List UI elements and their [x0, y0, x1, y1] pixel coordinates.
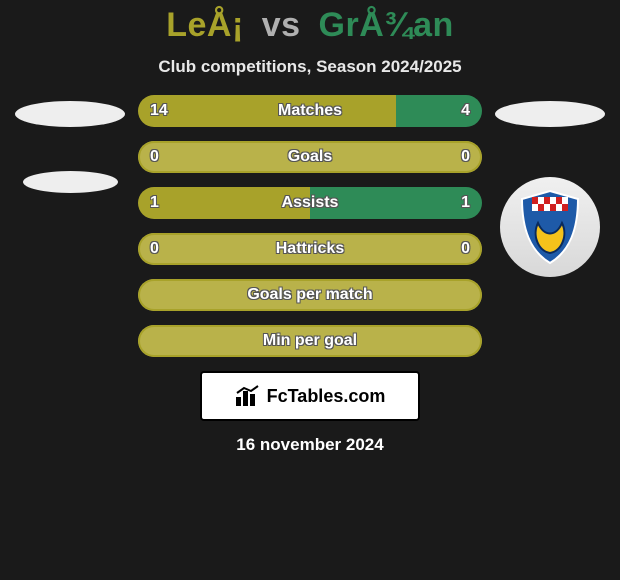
bar-label: Assists — [282, 194, 339, 212]
page-title: LeÅ¡ vs GrÅ¾an — [166, 6, 454, 45]
brand-text: FcTables.com — [267, 386, 386, 407]
stat-bar-matches: 14 4 Matches — [138, 95, 482, 127]
right-placeholder-1 — [495, 101, 605, 127]
bar-value-right: 0 — [461, 148, 470, 166]
bar-label: Hattricks — [276, 240, 344, 258]
vs-text: vs — [262, 6, 301, 44]
bar-label: Matches — [278, 102, 342, 120]
stat-bar-min-per-goal: Min per goal — [138, 325, 482, 357]
right-column — [490, 95, 610, 277]
brand-pill[interactable]: FcTables.com — [200, 371, 420, 421]
player2-name: GrÅ¾an — [319, 6, 454, 44]
left-placeholder-2 — [23, 171, 118, 193]
stat-bar-goals-per-match: Goals per match — [138, 279, 482, 311]
bar-value-right: 4 — [461, 102, 470, 120]
bar-value-left: 0 — [150, 240, 159, 258]
player1-name: LeÅ¡ — [166, 6, 244, 44]
bar-value-left: 14 — [150, 102, 168, 120]
bar-value-right: 0 — [461, 240, 470, 258]
bar-label: Min per goal — [263, 332, 357, 350]
bar-label: Goals per match — [247, 286, 372, 304]
left-placeholder-1 — [15, 101, 125, 127]
shield-icon — [518, 189, 582, 265]
date-text: 16 november 2024 — [236, 435, 383, 455]
bar-value-left: 0 — [150, 148, 159, 166]
stat-bars: 14 4 Matches 0 0 Goals 1 1 Assists 0 0 Hattricks Goa… — [138, 95, 482, 357]
bar-chart-icon — [235, 385, 261, 407]
club-badge — [500, 177, 600, 277]
bar-fill-left — [138, 95, 396, 127]
stat-bar-goals: 0 0 Goals — [138, 141, 482, 173]
stat-bar-assists: 1 1 Assists — [138, 187, 482, 219]
stat-bar-hattricks: 0 0 Hattricks — [138, 233, 482, 265]
left-column — [10, 95, 130, 193]
bar-value-left: 1 — [150, 194, 159, 212]
bar-value-right: 1 — [461, 194, 470, 212]
comparison-row: 14 4 Matches 0 0 Goals 1 1 Assists 0 0 Hattricks Goa… — [0, 95, 620, 357]
bar-label: Goals — [288, 148, 332, 166]
subtitle: Club competitions, Season 2024/2025 — [158, 57, 461, 77]
